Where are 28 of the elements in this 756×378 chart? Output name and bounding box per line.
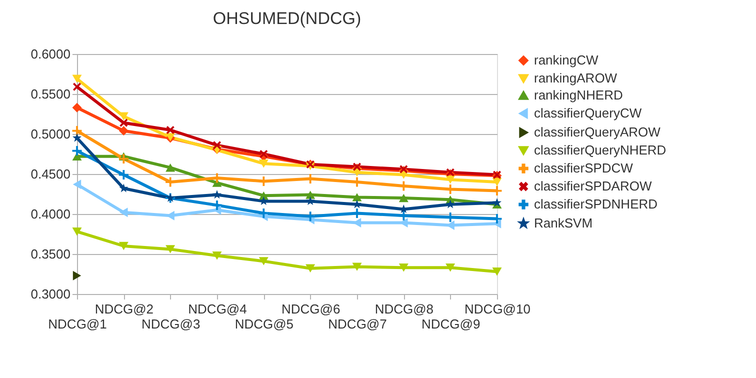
x-tick-label: NDCG@10 <box>464 302 530 316</box>
legend-label: classifierQueryAROW <box>534 124 662 140</box>
legend-label: rankingCW <box>534 52 600 68</box>
y-tick-label: 0.6000 <box>30 46 70 62</box>
y-tick-label: 0.3000 <box>30 286 70 302</box>
y-tick-label: 0.4000 <box>30 206 70 222</box>
legend-label: classifierSPDNHERD <box>534 196 658 212</box>
legend-label: classifierSPDAROW <box>534 178 652 194</box>
x-tick-label: NDCG@5 <box>234 316 294 332</box>
legend-label: rankingAROW <box>534 70 618 86</box>
chart-title: OHSUMED(NDCG) <box>212 9 362 28</box>
x-tick-label: NDCG@3 <box>141 316 200 332</box>
legend-label: rankingNHERD <box>534 88 623 102</box>
x-tick-label: NDCG@9 <box>421 316 480 332</box>
x-tick-label: NDCG@6 <box>281 302 340 316</box>
x-tick-label: NDCG@1 <box>48 316 107 332</box>
y-tick-label: 0.5000 <box>30 126 70 142</box>
y-tick-label: 0.3500 <box>30 246 70 262</box>
legend-label: RankSVM <box>534 216 593 230</box>
y-tick-label: 0.4500 <box>30 166 70 182</box>
x-tick-label: NDCG@4 <box>188 302 247 316</box>
y-tick-label: 0.5500 <box>30 86 70 102</box>
x-tick-label: NDCG@2 <box>94 302 154 316</box>
x-tick-label: NDCG@8 <box>374 302 434 316</box>
legend-label: classifierQueryNHERD <box>534 142 666 158</box>
x-tick-label: NDCG@7 <box>328 316 387 332</box>
legend-label: classifierQueryCW <box>534 106 642 120</box>
legend-label: classifierSPDCW <box>534 160 634 176</box>
